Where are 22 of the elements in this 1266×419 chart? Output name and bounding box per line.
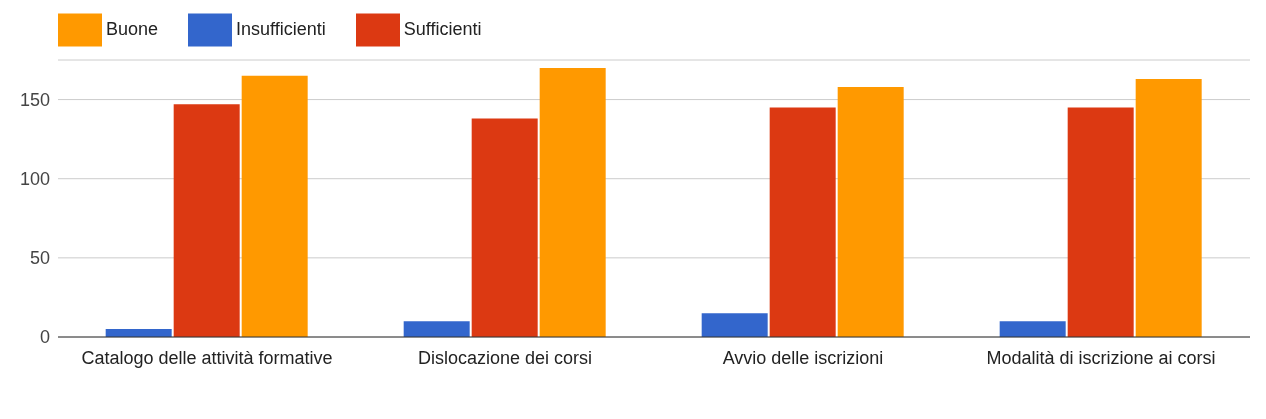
bar (539, 67, 606, 337)
legend-label: Insufficienti (236, 18, 326, 39)
y-tick-label: 0 (39, 327, 50, 348)
x-tick-label: Catalogo delle attività formative (81, 347, 333, 368)
x-tick-label: Modalità di iscrizione ai corsi (986, 347, 1216, 368)
bar (1135, 78, 1202, 337)
bar (999, 321, 1066, 337)
bar (769, 107, 836, 337)
y-tick-label: 100 (19, 169, 50, 190)
bar (701, 313, 768, 337)
x-tick-label: Avvio delle iscrizioni (722, 347, 884, 368)
bar (173, 104, 240, 337)
bar (471, 118, 538, 337)
y-tick-label: 50 (29, 248, 50, 269)
bar (1067, 107, 1134, 337)
bar (241, 75, 308, 337)
x-tick-label: Dislocazione dei corsi (417, 347, 593, 368)
bar (837, 86, 904, 337)
legend-label: Buone (106, 18, 159, 39)
legend-label: Sufficienti (403, 18, 482, 39)
bar (403, 321, 470, 337)
y-tick-label: 150 (19, 89, 50, 110)
